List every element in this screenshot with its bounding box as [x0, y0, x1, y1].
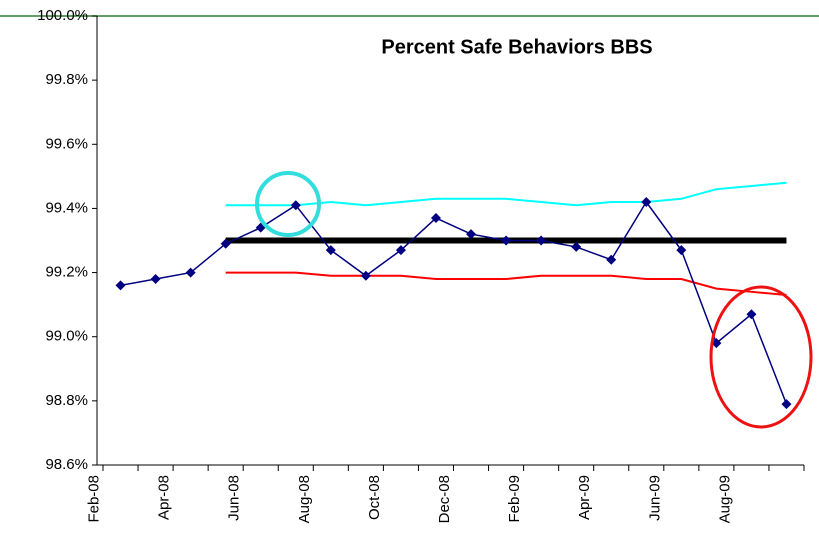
marker [571, 241, 582, 252]
marker [676, 245, 687, 256]
plot: 98.6% 98.8% 99.0% 99.2% 99.4% 99.6% 99.8% 100.0… [37, 7, 805, 523]
x-tick-label: Jun-08 [226, 475, 243, 521]
series-line [120, 200, 788, 405]
x-tick-label: Aug-08 [296, 475, 313, 523]
x-tick-label: Aug-09 [716, 475, 733, 523]
chart-title: Percent Safe Behaviors BBS [381, 36, 652, 58]
marker [185, 267, 196, 278]
marker [781, 399, 792, 410]
x-tick-label: Dec-08 [436, 475, 453, 523]
y-tick-label: 99.8% [45, 71, 88, 88]
y-tick-label: 99.2% [45, 264, 88, 281]
y-tick-label: 99.0% [45, 328, 88, 345]
marker [395, 245, 406, 256]
marker [290, 200, 301, 211]
marker [430, 213, 441, 224]
y-tick-label: 99.6% [45, 135, 88, 152]
x-tick-label: Oct-08 [366, 475, 383, 520]
series-line [225, 271, 787, 297]
marker [115, 280, 126, 291]
y-tick-label: 98.8% [45, 392, 88, 409]
x-tick-label: Feb-09 [506, 475, 523, 523]
x-tick-label: Feb-08 [85, 475, 102, 523]
marker [466, 229, 477, 240]
marker [536, 235, 547, 246]
series-line [225, 181, 787, 207]
y-tick-label: 100.0% [37, 7, 88, 24]
y-tick-label: 99.4% [45, 199, 88, 216]
marker [360, 270, 371, 281]
marker [711, 338, 722, 349]
highlight-ellipse [709, 285, 813, 429]
marker [641, 197, 652, 208]
marker [325, 245, 336, 256]
marker [150, 273, 161, 284]
x-tick-label: Apr-08 [156, 475, 173, 520]
marker [501, 235, 512, 246]
marker [746, 309, 757, 320]
marker [606, 254, 617, 265]
highlight-circle [255, 171, 321, 237]
y-tick-label: 98.6% [45, 456, 88, 473]
x-tick-label: Apr-09 [576, 475, 593, 520]
x-tick-label: Jun-09 [646, 475, 663, 521]
marker [220, 238, 231, 249]
